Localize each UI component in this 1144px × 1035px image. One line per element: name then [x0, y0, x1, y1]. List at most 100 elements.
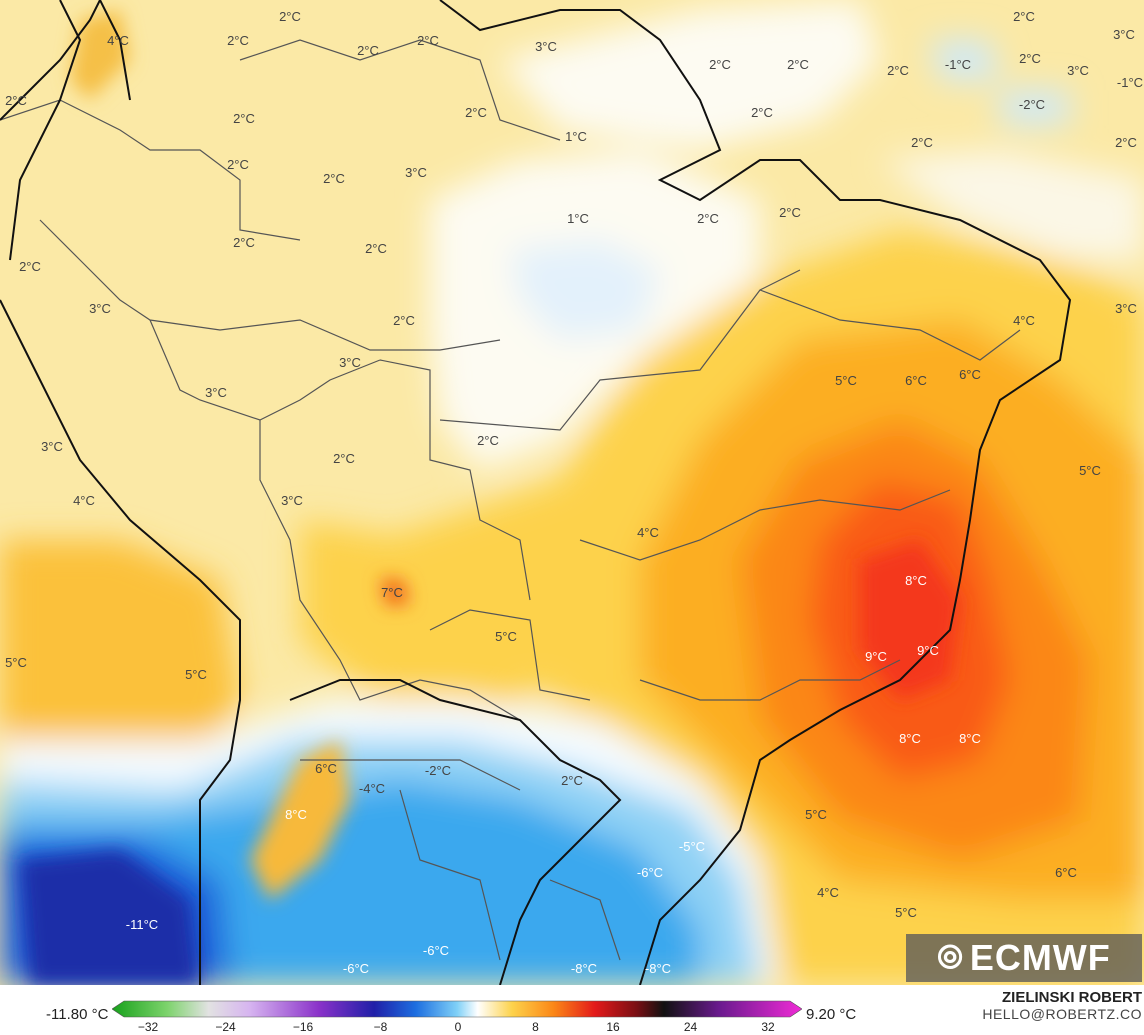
colorbar-tick-label: 8 [532, 1020, 539, 1034]
colorbar-tick-label: −32 [137, 1020, 159, 1034]
author-email: HELLO@ROBERTZ.CO [982, 1006, 1142, 1022]
temperature-label: -1°C [1117, 75, 1143, 90]
temperature-label: 8°C [905, 573, 927, 588]
coastlines [0, 0, 1072, 985]
temperature-label: 5°C [5, 655, 27, 670]
temperature-label: 4°C [107, 33, 129, 48]
field-lightblue-amazon [510, 240, 660, 340]
colorbar-tick-label: 0 [454, 1020, 462, 1034]
temperature-label: 3°C [535, 39, 557, 54]
field-white-north [500, 0, 880, 150]
temperature-label: 2°C [1013, 9, 1035, 24]
temperature-label: -6°C [423, 943, 449, 958]
temperature-label: 3°C [281, 493, 303, 508]
temperature-label: 2°C [779, 205, 801, 220]
temperature-label: 2°C [233, 235, 255, 250]
temperature-map: 4°C 2°C 2°C 2°C 2°C 3°C 2°C 2°C 2°C 3°C 2°C -1°C 2°C… [0, 0, 1144, 985]
temperature-label: 9°C [865, 649, 887, 664]
colorbar-max-label: 9.20 °C [806, 1006, 857, 1023]
temperature-label: -8°C [571, 961, 597, 976]
field-andes-warm [250, 740, 350, 900]
temperature-label: 1°C [567, 211, 589, 226]
temperature-label: 5°C [495, 629, 517, 644]
temperature-label: 3°C [405, 165, 427, 180]
colorbar [112, 1000, 802, 1018]
temperature-label: 6°C [315, 761, 337, 776]
temperature-label: 1°C [565, 129, 587, 144]
temperature-label: 4°C [73, 493, 95, 508]
temperature-label: 2°C [911, 135, 933, 150]
temperature-label: 3°C [205, 385, 227, 400]
temperature-label: 5°C [835, 373, 857, 388]
temperature-label: 6°C [905, 373, 927, 388]
temperature-label: 2°C [465, 105, 487, 120]
temperature-label: 2°C [709, 57, 731, 72]
temperature-label: 2°C [227, 33, 249, 48]
ecmwf-logo: ⦾ ECMWF [906, 934, 1142, 982]
temperature-label: -6°C [343, 961, 369, 976]
temperature-label: 6°C [1055, 865, 1077, 880]
temperature-label: 2°C [561, 773, 583, 788]
temperature-label: 2°C [1019, 51, 1041, 66]
temperature-label: 2°C [365, 241, 387, 256]
temperature-label: 4°C [817, 885, 839, 900]
temperature-label: 3°C [1067, 63, 1089, 78]
temperature-label: 7°C [381, 585, 403, 600]
author-credit: ZIELINSKI ROBERT HELLO@ROBERTZ.CO [982, 989, 1142, 1022]
temperature-label: 3°C [1115, 301, 1137, 316]
temperature-label: 2°C [333, 451, 355, 466]
temperature-label: -8°C [645, 961, 671, 976]
temperature-label: -1°C [945, 57, 971, 72]
temperature-label: 5°C [895, 905, 917, 920]
colorbar-tick-label: −8 [373, 1020, 388, 1034]
temperature-label: 2°C [323, 171, 345, 186]
temperature-label: 2°C [357, 43, 379, 58]
field-red-core [860, 540, 960, 700]
colorbar-tick-label: 24 [683, 1020, 698, 1034]
temperature-label: -2°C [1019, 97, 1045, 112]
temperature-label: 2°C [233, 111, 255, 126]
field-orange-pacific [0, 540, 240, 760]
field-andes-north [70, 10, 130, 100]
temperature-label: 2°C [393, 313, 415, 328]
colorbar-tick-label: 16 [606, 1020, 620, 1034]
temperature-label: 5°C [185, 667, 207, 682]
temperature-label: 8°C [959, 731, 981, 746]
temperature-label: 5°C [805, 807, 827, 822]
temperature-label: 3°C [1113, 27, 1135, 42]
temperature-label: 2°C [697, 211, 719, 226]
colorbar-tick-label: −24 [215, 1020, 236, 1034]
field-blue-ocean-n [930, 40, 1070, 125]
temperature-label: -6°C [637, 865, 663, 880]
temperature-label: 2°C [5, 93, 27, 108]
field-red-andes [380, 578, 410, 606]
country-borders [0, 39, 1021, 961]
field-white-ocean-n [880, 150, 1144, 260]
temperature-label: -5°C [679, 839, 705, 854]
temperature-label: 6°C [959, 367, 981, 382]
field-yellow-bolivia [300, 520, 540, 720]
temperature-label: 2°C [787, 57, 809, 72]
temperature-label: 2°C [751, 105, 773, 120]
temperature-label: 2°C [1115, 135, 1137, 150]
temperature-labels: 4°C 2°C 2°C 2°C 2°C 3°C 2°C 2°C 2°C 3°C 2°C -1°C 2°C… [5, 9, 1143, 976]
temperature-label: 8°C [285, 807, 307, 822]
colorbar-gradient [112, 1000, 802, 1018]
field-darkblue-core [20, 850, 200, 985]
temperature-label: 5°C [1079, 463, 1101, 478]
temperature-label: 2°C [417, 33, 439, 48]
temperature-label: 3°C [339, 355, 361, 370]
temperature-label: 2°C [887, 63, 909, 78]
ecmwf-logo-icon: ⦾ [937, 939, 964, 975]
temperature-label: 9°C [917, 643, 939, 658]
temperature-label: 2°C [477, 433, 499, 448]
temperature-label: 4°C [1013, 313, 1035, 328]
author-name: ZIELINSKI ROBERT [1001, 989, 1142, 1006]
temperature-label: -11°C [126, 917, 158, 932]
temperature-label: 2°C [279, 9, 301, 24]
temperature-label: 8°C [899, 731, 921, 746]
colorbar-tick-label: −16 [292, 1020, 314, 1034]
colorbar-tick-label: 32 [761, 1020, 775, 1034]
temperature-label: 2°C [19, 259, 41, 274]
temperature-label: 3°C [41, 439, 63, 454]
